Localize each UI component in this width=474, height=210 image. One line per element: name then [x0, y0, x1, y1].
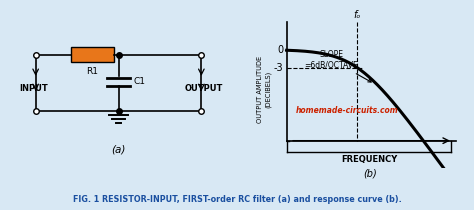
Text: 0: 0 [277, 45, 283, 55]
Text: homemade-circuits.com: homemade-circuits.com [295, 106, 398, 115]
Text: SLOPE
=6dB/OCTAVE: SLOPE =6dB/OCTAVE [305, 50, 371, 82]
Bar [71, 47, 114, 62]
Text: FIG. 1 RESISTOR-INPUT, FIRST-order RC filter (a) and response curve (b).: FIG. 1 RESISTOR-INPUT, FIRST-order RC fi… [73, 195, 401, 204]
Text: fₒ: fₒ [354, 10, 361, 20]
Text: -3: -3 [273, 63, 283, 73]
Text: (b): (b) [363, 168, 377, 178]
Text: OUTPUT: OUTPUT [184, 84, 223, 93]
Text: OUTPUT AMPLITUDE
(DECIBELS): OUTPUT AMPLITUDE (DECIBELS) [257, 56, 271, 123]
Text: FREQUENCY: FREQUENCY [342, 155, 398, 164]
Text: (a): (a) [111, 145, 126, 155]
Text: C1: C1 [134, 77, 146, 86]
Text: R1: R1 [86, 67, 98, 76]
Text: INPUT: INPUT [19, 84, 48, 93]
